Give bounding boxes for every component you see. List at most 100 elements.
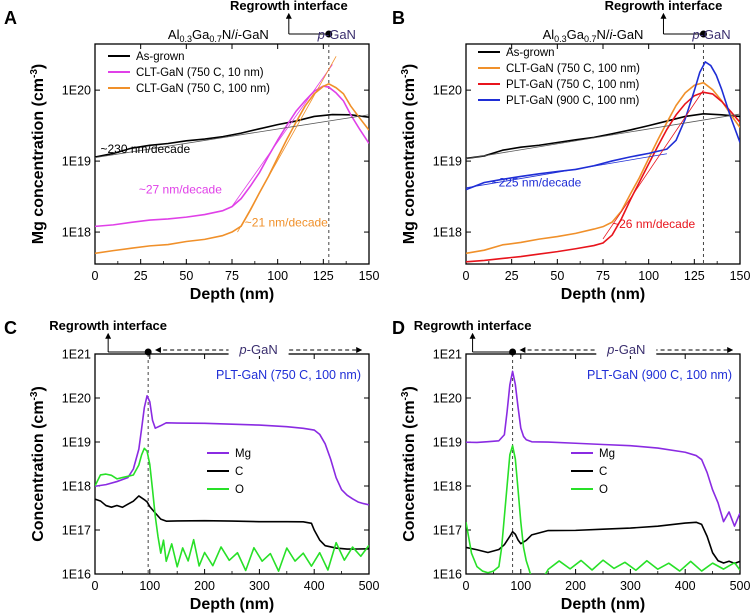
x-tick-label: 0	[92, 579, 99, 593]
panel-letter: D	[392, 318, 405, 338]
y-axis-title: Concentration (cm-3)	[400, 386, 418, 542]
x-tick-label: 100	[139, 579, 160, 593]
y-tick-label: 1E16	[62, 568, 91, 582]
y-tick-label: 1E21	[62, 348, 91, 362]
pgan-label: p-GaN	[238, 342, 277, 357]
plot-area	[95, 56, 369, 255]
series-line-o	[95, 447, 369, 572]
panel-letter: C	[4, 318, 17, 338]
legend-label: C	[235, 466, 243, 478]
series-line-plt-gan-750-c-100-nm-	[466, 91, 740, 263]
y-tick-label: 1E19	[62, 436, 91, 450]
legend-label: PLT-GaN (900 C, 100 nm)	[506, 95, 640, 107]
legend-label: Mg	[599, 448, 615, 460]
plot-area	[466, 370, 740, 574]
y-tick-label: 1E20	[62, 392, 91, 406]
x-tick-label: 75	[225, 269, 239, 283]
plot-area	[466, 61, 740, 263]
fit-line	[237, 56, 337, 233]
x-tick-label: 125	[313, 269, 334, 283]
x-tick-label: 200	[565, 579, 586, 593]
x-tick-label: 100	[267, 269, 288, 283]
pgan-label: p-GaN	[691, 27, 730, 42]
x-tick-label: 200	[194, 579, 215, 593]
x-tick-label: 500	[730, 579, 751, 593]
regrowth-interface-label: Regrowth interface	[49, 318, 167, 333]
x-tick-label: 100	[638, 269, 659, 283]
x-tick-label: 25	[134, 269, 148, 283]
fit-line	[231, 64, 333, 207]
x-axis-title: Depth (nm)	[190, 596, 274, 613]
x-tick-label: 500	[359, 579, 380, 593]
y-tick-label: 1E20	[433, 392, 462, 406]
regrowth-interface-label: Regrowth interface	[230, 0, 348, 13]
panel-letter: A	[4, 8, 17, 28]
legend-label: O	[235, 484, 244, 496]
pgan-label-bg	[228, 340, 289, 356]
stack-label: Al0.3Ga0.7N/i-GaN	[168, 27, 269, 44]
panel-c: C 0 100 200 300 400 500 1E16 1E17 1E18 1E19 1E20 1E2…	[4, 318, 379, 613]
legend-label: C	[599, 466, 607, 478]
fit-line	[602, 89, 704, 240]
series-line-mg	[95, 395, 369, 506]
fit-line	[466, 153, 668, 189]
legend-label: Mg	[235, 448, 251, 460]
y-axis-title: Concentration (cm-3)	[29, 386, 47, 542]
regrowth-interface-label: Regrowth interface	[414, 318, 532, 333]
plot-area	[95, 395, 369, 572]
x-tick-label: 0	[92, 269, 99, 283]
x-tick-label: 125	[684, 269, 705, 283]
slope-annotation: ~21 nm/decade	[245, 215, 328, 229]
x-tick-label: 50	[179, 269, 193, 283]
y-tick-label: 1E20	[62, 84, 91, 98]
panel-a: A 0 25 50 75 100 125 150 1E18 1E19 1E20 Depth (nm) M…	[4, 0, 379, 303]
panel-b: B 0 25 50 75 100 125 150 1E18 1E19 1E20 Depth (nm) M…	[392, 0, 750, 303]
legend-label: As-grown	[506, 47, 555, 59]
y-tick-label: 1E17	[433, 524, 462, 538]
series-line-as-grown	[95, 113, 369, 158]
y-tick-label: 1E19	[433, 155, 462, 169]
panels-root: A 0 25 50 75 100 125 150 1E18 1E19 1E20 Depth (nm) M…	[4, 0, 750, 613]
series-line-clt-gan-750-c-10-nm-	[95, 85, 369, 228]
x-tick-label: 300	[249, 579, 270, 593]
x-tick-label: 75	[596, 269, 610, 283]
series-line-as-grown	[466, 113, 740, 160]
y-axis-title: Mg concentration (cm-3)	[29, 64, 47, 244]
panel-d: D 0 100 200 300 400 500 1E16 1E17 1E18 1E19 1E20 1E2…	[392, 318, 750, 613]
fit-line	[466, 113, 740, 160]
y-tick-label: 1E20	[433, 84, 462, 98]
legend-label: PLT-GaN (750 C, 100 nm)	[506, 79, 640, 91]
series-line-c	[466, 521, 740, 565]
x-tick-label: 400	[675, 579, 696, 593]
y-tick-label: 1E19	[62, 155, 91, 169]
x-tick-label: 150	[730, 269, 751, 283]
sample-label: PLT-GaN (900 C, 100 nm)	[587, 368, 732, 382]
y-tick-label: 1E19	[433, 436, 462, 450]
stack-label: Al0.3Ga0.7N/i-GaN	[543, 27, 644, 44]
series-line-o	[466, 444, 740, 574]
series-line-clt-gan-750-c-100-nm-	[95, 83, 369, 255]
series-line-clt-gan-750-c-100-nm-	[466, 81, 740, 255]
slope-annotation: ~27 nm/decade	[139, 182, 222, 196]
series-line-c	[95, 495, 369, 550]
legend-label: As-grown	[136, 51, 185, 63]
slope-annotation: ~230 nm/decade	[100, 142, 190, 156]
legend-label: O	[599, 484, 608, 496]
fit-line	[95, 114, 369, 158]
x-tick-label: 0	[463, 579, 470, 593]
y-tick-label: 1E17	[62, 524, 91, 538]
pgan-label: p-GaN	[606, 342, 645, 357]
x-tick-label: 400	[304, 579, 325, 593]
x-tick-label: 50	[550, 269, 564, 283]
legend-label: CLT-GaN (750 C, 10 nm)	[136, 67, 264, 79]
x-tick-label: 150	[359, 269, 380, 283]
x-tick-label: 0	[463, 269, 470, 283]
y-tick-label: 1E18	[62, 226, 91, 240]
x-tick-label: 100	[510, 579, 531, 593]
x-tick-label: 300	[620, 579, 641, 593]
y-tick-label: 1E16	[433, 568, 462, 582]
pgan-label: p-GaN	[317, 27, 356, 42]
x-axis-title: Depth (nm)	[190, 286, 274, 303]
y-tick-label: 1E18	[62, 480, 91, 494]
series-line-plt-gan-900-c-100-nm-	[466, 61, 740, 191]
